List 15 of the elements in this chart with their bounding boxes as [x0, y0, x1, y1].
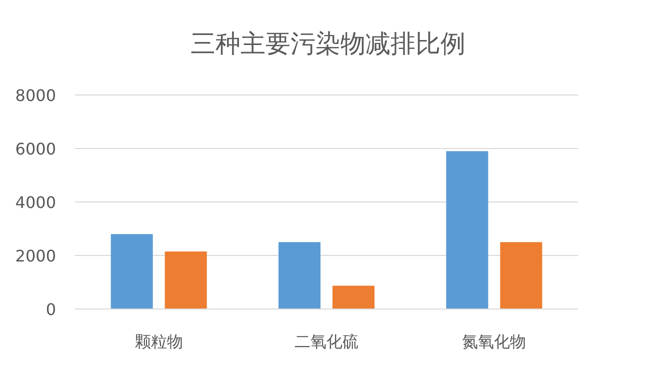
x-tick-label: 二氧化硫 [294, 332, 358, 351]
bar [110, 234, 153, 309]
x-tick-label: 颗粒物 [134, 332, 183, 351]
bar [278, 242, 320, 309]
y-tick-label: 0 [46, 300, 56, 319]
x-tick-label: 氮氧化物 [462, 332, 526, 351]
chart-title: 三种主要污染物减排比例 [190, 29, 466, 58]
y-tick-label: 2000 [15, 246, 56, 266]
bar [332, 286, 374, 309]
y-tick-label: 4000 [15, 193, 56, 212]
bar [446, 151, 488, 309]
y-tick-label: 6000 [15, 140, 56, 158]
bar [164, 251, 207, 309]
bar [500, 242, 542, 309]
y-tick-label: 8000 [15, 86, 56, 105]
